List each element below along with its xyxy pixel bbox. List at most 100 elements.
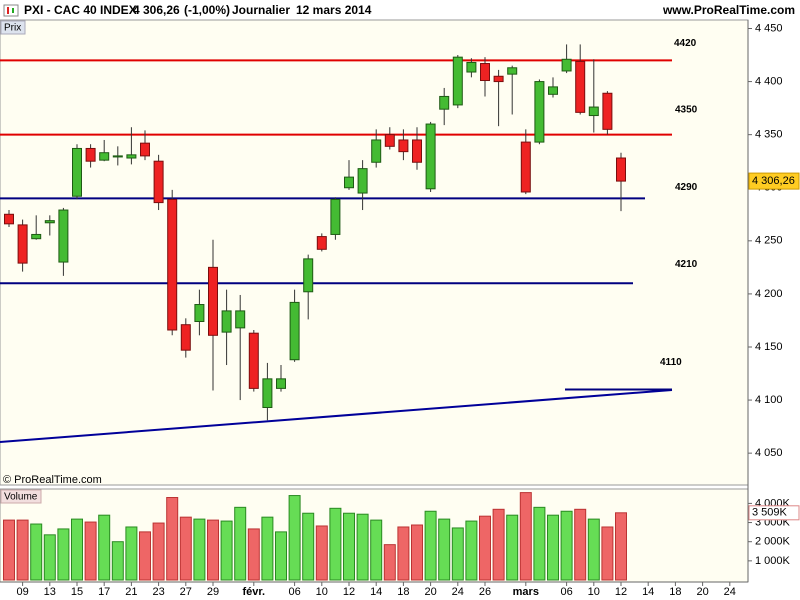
candle-body xyxy=(575,60,586,113)
volume-bar xyxy=(506,514,519,581)
volume-bar xyxy=(302,512,315,581)
volume-bar xyxy=(43,534,56,581)
volume-badge xyxy=(748,505,800,521)
site: www.ProRealTime.com xyxy=(662,3,795,17)
volume-bar xyxy=(492,508,505,581)
candle-body xyxy=(140,142,150,157)
volume-bar xyxy=(329,507,342,581)
candle-body xyxy=(412,139,422,163)
candle-body xyxy=(99,152,110,161)
volume-bar xyxy=(411,524,423,581)
price-badge xyxy=(748,172,800,190)
candle-body xyxy=(31,233,42,240)
volume-bar xyxy=(587,518,600,581)
volume-bar xyxy=(288,495,301,581)
volume-bar xyxy=(479,515,491,581)
volume-bar xyxy=(3,519,15,581)
x-tick-label: 17 xyxy=(98,586,110,598)
level-label: 4290 xyxy=(675,182,698,193)
volume-bar xyxy=(438,518,451,581)
candle-body xyxy=(425,123,436,190)
candle-body xyxy=(167,198,178,331)
panel-label-box xyxy=(0,20,26,35)
x-tick-label: 12 xyxy=(615,586,627,598)
volume-bar xyxy=(30,523,43,581)
volume-bar xyxy=(57,528,70,581)
candle-body xyxy=(480,63,490,82)
candle-body xyxy=(289,301,300,361)
panel-label: Prix xyxy=(4,23,21,34)
candle-body xyxy=(371,139,382,163)
credit: © ProRealTime.com xyxy=(3,474,102,486)
candle-body xyxy=(561,58,572,72)
x-tick-label: 15 xyxy=(71,586,83,598)
volume-bar xyxy=(574,508,587,581)
candle-body xyxy=(507,67,518,75)
volume-bar xyxy=(71,518,83,581)
x-tick-label: 29 xyxy=(207,586,219,598)
candle-body xyxy=(235,310,246,329)
date: 12 mars 2014 xyxy=(296,3,372,17)
candle-body xyxy=(466,61,477,73)
level-label: 4210 xyxy=(675,259,698,270)
volume-bar xyxy=(166,497,179,581)
candle-body xyxy=(493,75,504,83)
x-tick-label: 12 xyxy=(343,586,355,598)
volume-bar xyxy=(234,506,247,581)
volume-bar xyxy=(397,526,410,581)
volume-bar xyxy=(152,522,165,581)
x-tick-label: 06 xyxy=(560,586,572,598)
header-icon xyxy=(3,4,19,17)
candle-body xyxy=(72,147,82,197)
volume-bar xyxy=(615,512,627,581)
x-tick-label: 10 xyxy=(588,586,600,598)
volume-bar xyxy=(465,520,478,581)
volume-bar xyxy=(275,531,287,581)
y-tick-label: 4 050 xyxy=(755,447,783,459)
x-tick-label: 26 xyxy=(479,586,491,598)
y-tick-label: 4 450 xyxy=(755,22,783,34)
icon-frame xyxy=(3,4,19,17)
x-tick-label: 14 xyxy=(370,586,382,598)
volume-bar xyxy=(84,521,97,581)
x-tick-label: mars xyxy=(513,586,539,598)
change: (-1,00%) xyxy=(184,3,230,17)
x-tick-label: 13 xyxy=(44,586,56,598)
candle-body xyxy=(452,56,463,106)
period: Journalier xyxy=(232,3,290,17)
candle-body xyxy=(548,86,558,95)
x-tick-label: 09 xyxy=(16,586,28,598)
candle-body xyxy=(616,157,626,182)
price: 4 306,26 xyxy=(133,3,180,17)
y-tick-label: 4 400 xyxy=(755,75,783,87)
y-tick-label: 1 000K xyxy=(755,555,791,567)
candle-body xyxy=(398,139,409,153)
x-tick-label: 10 xyxy=(316,586,328,598)
volume-bar xyxy=(343,512,355,581)
price-badge-label: 4 306,26 xyxy=(752,175,795,187)
x-tick-label: 20 xyxy=(696,586,708,598)
volume-bar xyxy=(261,516,274,581)
candle-body xyxy=(316,236,327,250)
volume-bar xyxy=(139,531,151,581)
candle-body xyxy=(330,198,341,235)
x-tick-label: 21 xyxy=(125,586,137,598)
candle-body xyxy=(44,220,55,224)
candle-body xyxy=(4,213,14,225)
candle-body xyxy=(384,134,395,147)
candle-body xyxy=(439,95,450,110)
volume-bar xyxy=(424,510,437,581)
volume-bar xyxy=(560,510,573,581)
x-tick-label: 20 xyxy=(424,586,436,598)
volume-bar xyxy=(533,506,546,581)
volume-bar xyxy=(98,514,111,581)
candle-body xyxy=(357,168,368,194)
level-label: 4110 xyxy=(660,357,682,368)
volume-bar xyxy=(207,519,219,581)
x-tick-label: 27 xyxy=(180,586,192,598)
candle-body xyxy=(303,258,314,293)
x-tick-label: févr. xyxy=(242,586,265,598)
candle-body xyxy=(208,266,218,336)
